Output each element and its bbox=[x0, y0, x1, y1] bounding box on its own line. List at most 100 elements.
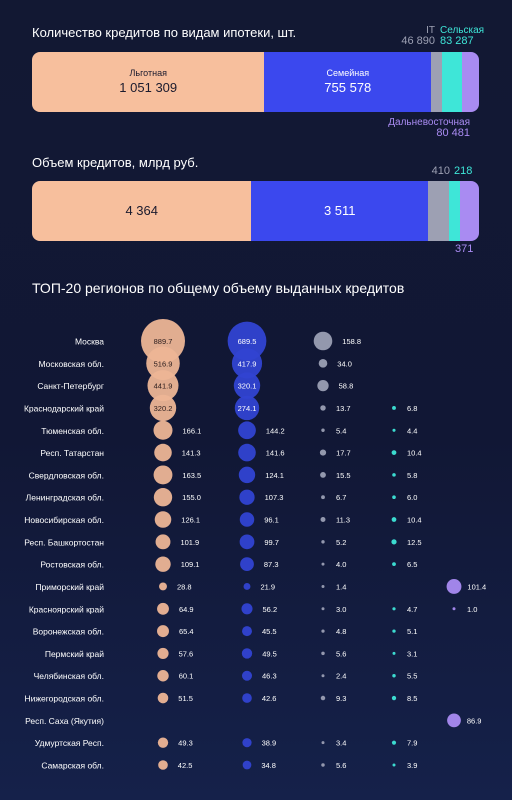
bubble-label-it: 17.7 bbox=[336, 449, 351, 458]
bubble-label-sel: 5.1 bbox=[407, 627, 417, 636]
bubble-label-it: 13.7 bbox=[336, 404, 351, 413]
region-label: Самарская обл. bbox=[41, 761, 104, 771]
bubble-label-it: 158.8 bbox=[342, 337, 361, 346]
bubble-label-it: 9.3 bbox=[336, 694, 346, 703]
bubble-label-sem: 689.5 bbox=[238, 337, 257, 346]
bubble-sel bbox=[392, 674, 396, 678]
bubble-label-it: 1.4 bbox=[336, 582, 346, 591]
bubble-it bbox=[313, 331, 333, 351]
bubble-label-sem: 34.8 bbox=[261, 761, 276, 770]
bubble-it bbox=[321, 674, 325, 678]
region-label: Удмуртская Респ. bbox=[35, 738, 104, 748]
bubble-sem bbox=[240, 557, 254, 572]
count-ann-dv: Дальневосточная 80 481 bbox=[370, 117, 470, 139]
count-ann-selskaya-value: 83 287 bbox=[440, 35, 474, 47]
bubble-sem bbox=[239, 512, 255, 527]
region-label: Свердловская обл. bbox=[29, 470, 104, 480]
region-label: Москва bbox=[75, 337, 104, 347]
bubble-sem bbox=[239, 489, 255, 505]
bubble-label-sem: 124.1 bbox=[265, 471, 284, 480]
bubble-sem bbox=[242, 693, 252, 703]
volume-ann-it: 410 bbox=[431, 165, 450, 177]
bubble-it bbox=[320, 517, 326, 523]
count-seg-semeynaya-value: 755 578 bbox=[324, 80, 372, 95]
bubble-sem bbox=[239, 534, 255, 550]
bubble-label-sel: 7.9 bbox=[407, 739, 417, 748]
bubble-label-sel: 5.5 bbox=[407, 672, 417, 681]
bubble-sel bbox=[392, 562, 396, 567]
bubble-label-lgot: 109.1 bbox=[181, 560, 200, 569]
bubble-label-sem: 45.5 bbox=[262, 627, 277, 636]
bubble-sem bbox=[238, 421, 256, 440]
bubble-label-lgot: 126.1 bbox=[181, 516, 200, 525]
count-stacked-bar: Льготная 1 051 309 Семейная 755 578 bbox=[32, 52, 479, 112]
bubble-lgot bbox=[158, 760, 168, 770]
bubble-label-sem: 320.1 bbox=[238, 382, 257, 391]
bubble-it bbox=[321, 562, 325, 566]
bubble-sem bbox=[243, 583, 251, 590]
bubble-it bbox=[320, 695, 326, 701]
bubble-sel bbox=[392, 651, 396, 655]
bubble-dv bbox=[452, 607, 456, 611]
bubble-lgot bbox=[157, 602, 169, 615]
bubble-label-sel: 10.4 bbox=[407, 516, 422, 525]
bubble-label-sel: 6.0 bbox=[407, 493, 417, 502]
count-ann-it-name: IT bbox=[426, 25, 435, 36]
bubble-lgot bbox=[159, 582, 167, 591]
bubble-sem bbox=[233, 372, 261, 399]
bubble-it bbox=[321, 763, 325, 767]
bubble-sem bbox=[242, 738, 252, 748]
bubble-label-sem: 38.9 bbox=[262, 739, 277, 748]
region-label: Тюменская обл. bbox=[41, 426, 104, 436]
bubble-sel bbox=[392, 428, 396, 432]
volume-seg-dalnevostochnaya bbox=[459, 181, 479, 241]
bubble-lgot bbox=[157, 625, 169, 638]
volume-stacked-bar: 4 364 3 511 bbox=[32, 181, 479, 241]
bubble-label-sel: 6.5 bbox=[407, 560, 417, 569]
bubble-it bbox=[321, 629, 325, 633]
bubble-label-sem: 144.2 bbox=[266, 426, 285, 435]
bubble-sel bbox=[392, 406, 396, 410]
bubble-label-lgot: 163.5 bbox=[182, 471, 201, 480]
bubble-it bbox=[321, 607, 325, 611]
bubble-it bbox=[321, 584, 325, 588]
region-label: Ленинградская обл. bbox=[26, 493, 104, 503]
count-chart-title: Количество кредитов по видам ипотеки, шт… bbox=[32, 25, 297, 40]
bubble-it bbox=[317, 379, 329, 392]
bubble-label-it: 5.6 bbox=[336, 649, 346, 658]
volume-ann-selskaya: 218 bbox=[454, 165, 473, 177]
bubble-lgot bbox=[157, 737, 169, 748]
bubble-sem bbox=[238, 443, 256, 462]
bubble-label-sel: 3.1 bbox=[407, 649, 417, 658]
bubble-label-sem: 56.2 bbox=[263, 605, 278, 614]
bubble-lgot bbox=[157, 670, 169, 682]
count-ann-dv-name: Дальневосточная bbox=[388, 117, 470, 128]
bubble-label-sem: 96.1 bbox=[264, 516, 279, 525]
bubble-label-it: 11.3 bbox=[336, 516, 350, 525]
bubble-sel bbox=[392, 763, 396, 767]
bubble-label-sem: 49.5 bbox=[262, 649, 277, 658]
regions-chart-title: ТОП-20 регионов по общему объему выданны… bbox=[32, 280, 405, 296]
bubble-lgot bbox=[149, 394, 177, 422]
bubble-label-sel: 6.8 bbox=[407, 404, 417, 413]
bubble-it bbox=[321, 651, 325, 656]
region-label: Воронежская обл. bbox=[33, 627, 104, 637]
bubble-it bbox=[320, 471, 326, 478]
bubble-label-lgot: 64.9 bbox=[179, 605, 194, 614]
volume-seg-lgotnaya-value: 4 364 bbox=[125, 203, 158, 218]
bubble-label-sel: 8.5 bbox=[407, 694, 417, 703]
bubble-label-sel: 4.7 bbox=[407, 605, 417, 614]
count-ann-it: IT 46 890 bbox=[395, 25, 435, 47]
bubble-label-dv: 86.9 bbox=[467, 716, 482, 725]
bubble-sem bbox=[231, 348, 263, 379]
volume-seg-semeynaya-value: 3 511 bbox=[323, 203, 356, 218]
bubble-label-lgot: 889.7 bbox=[154, 337, 173, 346]
bubble-sel bbox=[392, 629, 396, 633]
count-seg-it bbox=[431, 52, 442, 112]
bubble-label-it: 15.5 bbox=[336, 471, 351, 480]
bubble-label-lgot: 166.1 bbox=[183, 426, 202, 435]
bubble-lgot bbox=[153, 488, 173, 507]
bubble-label-sem: 141.6 bbox=[266, 449, 285, 458]
bubble-sel bbox=[392, 607, 396, 611]
